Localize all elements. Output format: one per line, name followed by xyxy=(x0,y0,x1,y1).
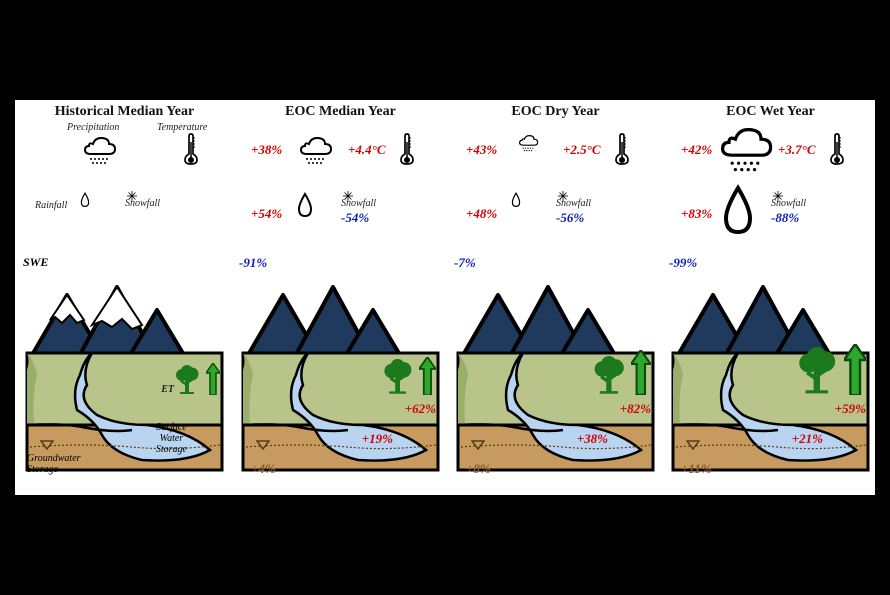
et-pct: +59% xyxy=(835,401,866,417)
precipitation-icon xyxy=(295,132,335,173)
panel-3: EOC Wet Year +42% +3.7°C +83% Snowfall-8… xyxy=(663,100,878,495)
rainfall-pct: +54% xyxy=(251,206,282,222)
snowfall-pct: -54% xyxy=(341,210,369,226)
temperature-pct: +3.7°C xyxy=(778,142,816,158)
thermometer-icon xyxy=(828,132,846,171)
precipitation-icon xyxy=(713,120,777,183)
panel-0: Historical Median Year Precipitation Tem… xyxy=(17,100,232,495)
thermometer-icon xyxy=(398,132,416,171)
panel-title: EOC Median Year xyxy=(233,104,448,120)
precipitation-pct: +42% xyxy=(681,142,712,158)
swe-pct: -91% xyxy=(239,255,267,271)
et-group xyxy=(592,352,651,400)
precipitation-label: Precipitation xyxy=(67,122,119,133)
gw-pct: +11% xyxy=(681,461,712,477)
panel-title: Historical Median Year xyxy=(17,104,232,120)
et-group xyxy=(382,359,436,400)
thermometer-icon xyxy=(182,132,200,171)
rainfall-pct: +48% xyxy=(466,206,497,222)
raindrop-icon xyxy=(79,192,91,213)
panel-2: EOC Dry Year +43% +2.5°C +48% Snowfall-5… xyxy=(448,100,663,495)
raindrop-icon xyxy=(295,192,315,223)
gw-pct: +4% xyxy=(251,461,276,477)
snowfall-pct: -56% xyxy=(556,210,584,226)
gw-pct: +8% xyxy=(466,461,491,477)
precipitation-pct: +43% xyxy=(466,142,497,158)
rainfall-label: Rainfall xyxy=(35,200,67,211)
precipitation-icon xyxy=(79,132,119,173)
rainfall-pct: +83% xyxy=(681,206,712,222)
sws-pct: +19% xyxy=(362,431,393,447)
raindrop-icon xyxy=(718,184,758,241)
et-pct: +82% xyxy=(620,401,651,417)
panel-title: EOC Dry Year xyxy=(448,104,663,120)
swe-label: SWE xyxy=(23,255,48,270)
swe-pct: -7% xyxy=(454,255,476,271)
temperature-pct: +2.5°C xyxy=(563,142,601,158)
et-pct: +62% xyxy=(405,401,436,417)
snowfall-pct: -88% xyxy=(771,210,799,226)
et-group xyxy=(174,366,220,400)
et-label: ET xyxy=(161,384,174,395)
sws-pct: +38% xyxy=(577,431,608,447)
thermometer-icon xyxy=(613,132,631,171)
sws-pct: +21% xyxy=(792,431,823,447)
snowfall-label: Snowfall xyxy=(556,198,591,209)
raindrop-icon xyxy=(510,192,522,213)
snowfall-label: Snowfall xyxy=(341,198,376,209)
temperature-label: Temperature xyxy=(157,122,207,133)
gw-label: GroundwaterStorage xyxy=(27,453,81,475)
swe-pct: -99% xyxy=(669,255,697,271)
snowfall-label: Snowfall xyxy=(125,198,160,209)
precipitation-pct: +38% xyxy=(251,142,282,158)
temperature-pct: +4.4°C xyxy=(348,142,386,158)
snowfall-label: Snowfall xyxy=(771,198,806,209)
et-group xyxy=(796,346,866,400)
precipitation-icon xyxy=(516,132,540,159)
panel-1: EOC Median Year +38% +4.4°C +54% Snowfal… xyxy=(233,100,448,495)
panel-title: EOC Wet Year xyxy=(663,104,878,120)
sws-label: SurfaceWaterStorage xyxy=(156,422,187,455)
